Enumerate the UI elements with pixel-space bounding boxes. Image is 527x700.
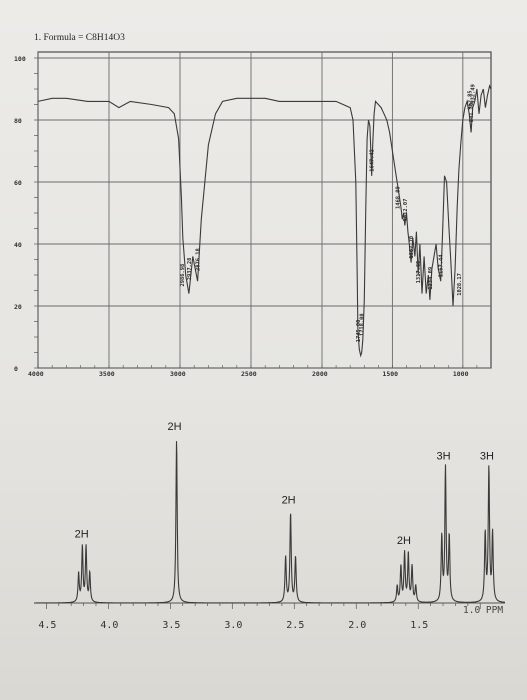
nmr-x-tick-label: 3.0 <box>224 620 242 631</box>
ir-series-line <box>37 84 492 358</box>
svg-text:2986.98: 2986.98 <box>180 264 186 287</box>
ir-peak-label: 1412.07 <box>403 199 409 222</box>
ir-peak-label: 1647.42 <box>370 149 376 172</box>
ir-peak-label: 2986.98 <box>180 264 186 287</box>
nmr-integration-label: 3H <box>437 450 451 462</box>
nmr-integration-label: 2H <box>282 494 296 506</box>
svg-text:1718.00: 1718.00 <box>360 313 366 336</box>
nmr-integration-label: 2H <box>75 529 89 541</box>
ir-peak-label: 1317.65 <box>416 261 422 284</box>
ir-peak-label: 2937.28 <box>187 258 193 281</box>
nmr-integration-label: 2H <box>397 535 411 547</box>
ir-peak-label: 952.85 <box>468 90 474 109</box>
nmr-x-tick-label: 4.0 <box>100 620 118 631</box>
nmr-axis-unit-label: 1.0 PPM <box>463 605 503 616</box>
nmr-x-tick-label: 3.5 <box>162 620 180 631</box>
ir-chart: 100 80 60 40 20 0 4000 3500 3000 2500 2000 1500 100… <box>14 51 492 378</box>
ir-y-tick-label: 60 <box>14 179 22 187</box>
ir-peak-label: 932.49 <box>470 84 476 103</box>
svg-text:2876.18: 2876.18 <box>196 248 202 271</box>
svg-text:1468.09: 1468.09 <box>395 186 401 209</box>
ir-x-tick-label: 4000 <box>28 370 44 378</box>
svg-text:932.49: 932.49 <box>470 84 476 103</box>
svg-text:1647.42: 1647.42 <box>370 149 376 172</box>
ir-x-tick-label: 3000 <box>170 370 186 378</box>
ir-x-tick-label: 1500 <box>382 370 398 378</box>
ir-peak-label: 941.30 <box>469 103 475 122</box>
svg-text:941.30: 941.30 <box>469 103 475 122</box>
svg-text:952.85: 952.85 <box>468 90 474 109</box>
svg-text:1234.09: 1234.09 <box>428 267 434 290</box>
ir-peak-label: 1745.00 <box>356 320 362 343</box>
nmr-chart: 4.5 4.0 3.5 3.0 2.5 2.0 1.5 1.0 PPM 2H 2H 2H 2H 3H… <box>34 421 505 631</box>
svg-text:1157.44: 1157.44 <box>439 254 445 277</box>
ir-grid <box>37 52 491 369</box>
svg-text:1028.17: 1028.17 <box>457 273 463 296</box>
ir-y-tick-label: 80 <box>14 117 22 125</box>
problem-label: 1. Formula = C8H14O3 <box>34 33 125 43</box>
nmr-x-tick-label: 1.5 <box>410 620 428 631</box>
svg-text:2937.28: 2937.28 <box>187 258 193 281</box>
ir-peak-label: 1157.44 <box>439 254 445 277</box>
nmr-x-tick-label: 4.5 <box>38 620 56 631</box>
ir-peak-label: 1028.17 <box>457 273 463 296</box>
ir-peak-label: 2876.18 <box>196 248 202 271</box>
ir-y-axis: 100 80 60 40 20 0 <box>14 55 38 373</box>
ir-peak-label: 1234.09 <box>428 267 434 290</box>
ir-x-axis: 4000 3500 3000 2500 2000 1500 1000 <box>28 365 492 378</box>
nmr-integration-label: 2H <box>168 421 182 433</box>
ir-peak-label: 1468.09 <box>395 186 401 209</box>
nmr-integrations: 2H 2H 2H 2H 3H 3H <box>75 421 494 547</box>
svg-text:1317.65: 1317.65 <box>416 261 422 284</box>
nmr-integration-label: 3H <box>480 450 494 462</box>
ir-x-tick-label: 3500 <box>99 370 115 378</box>
nmr-x-tick-label: 2.0 <box>348 620 366 631</box>
ir-x-tick-label: 2000 <box>312 370 328 378</box>
ir-y-tick-label: 100 <box>14 55 26 63</box>
ir-y-tick-label: 20 <box>14 303 22 311</box>
ir-x-tick-label: 1000 <box>453 370 469 378</box>
ir-peak-label: 1718.00 <box>360 313 366 336</box>
ir-plot-frame <box>37 51 492 369</box>
svg-text:1412.07: 1412.07 <box>403 199 409 222</box>
svg-text:1745.00: 1745.00 <box>356 320 362 343</box>
nmr-x-tick-label: 2.5 <box>286 620 304 631</box>
nmr-series-line <box>34 441 505 604</box>
ir-y-tick-label: 40 <box>14 241 22 249</box>
svg-text:1367.70: 1367.70 <box>409 236 415 259</box>
ir-peak-label: 1367.70 <box>409 236 415 259</box>
ir-y-tick-label: 0 <box>14 365 18 373</box>
ir-x-tick-label: 2500 <box>241 370 257 378</box>
nmr-x-axis: 4.5 4.0 3.5 3.0 2.5 2.0 1.5 <box>38 603 481 631</box>
